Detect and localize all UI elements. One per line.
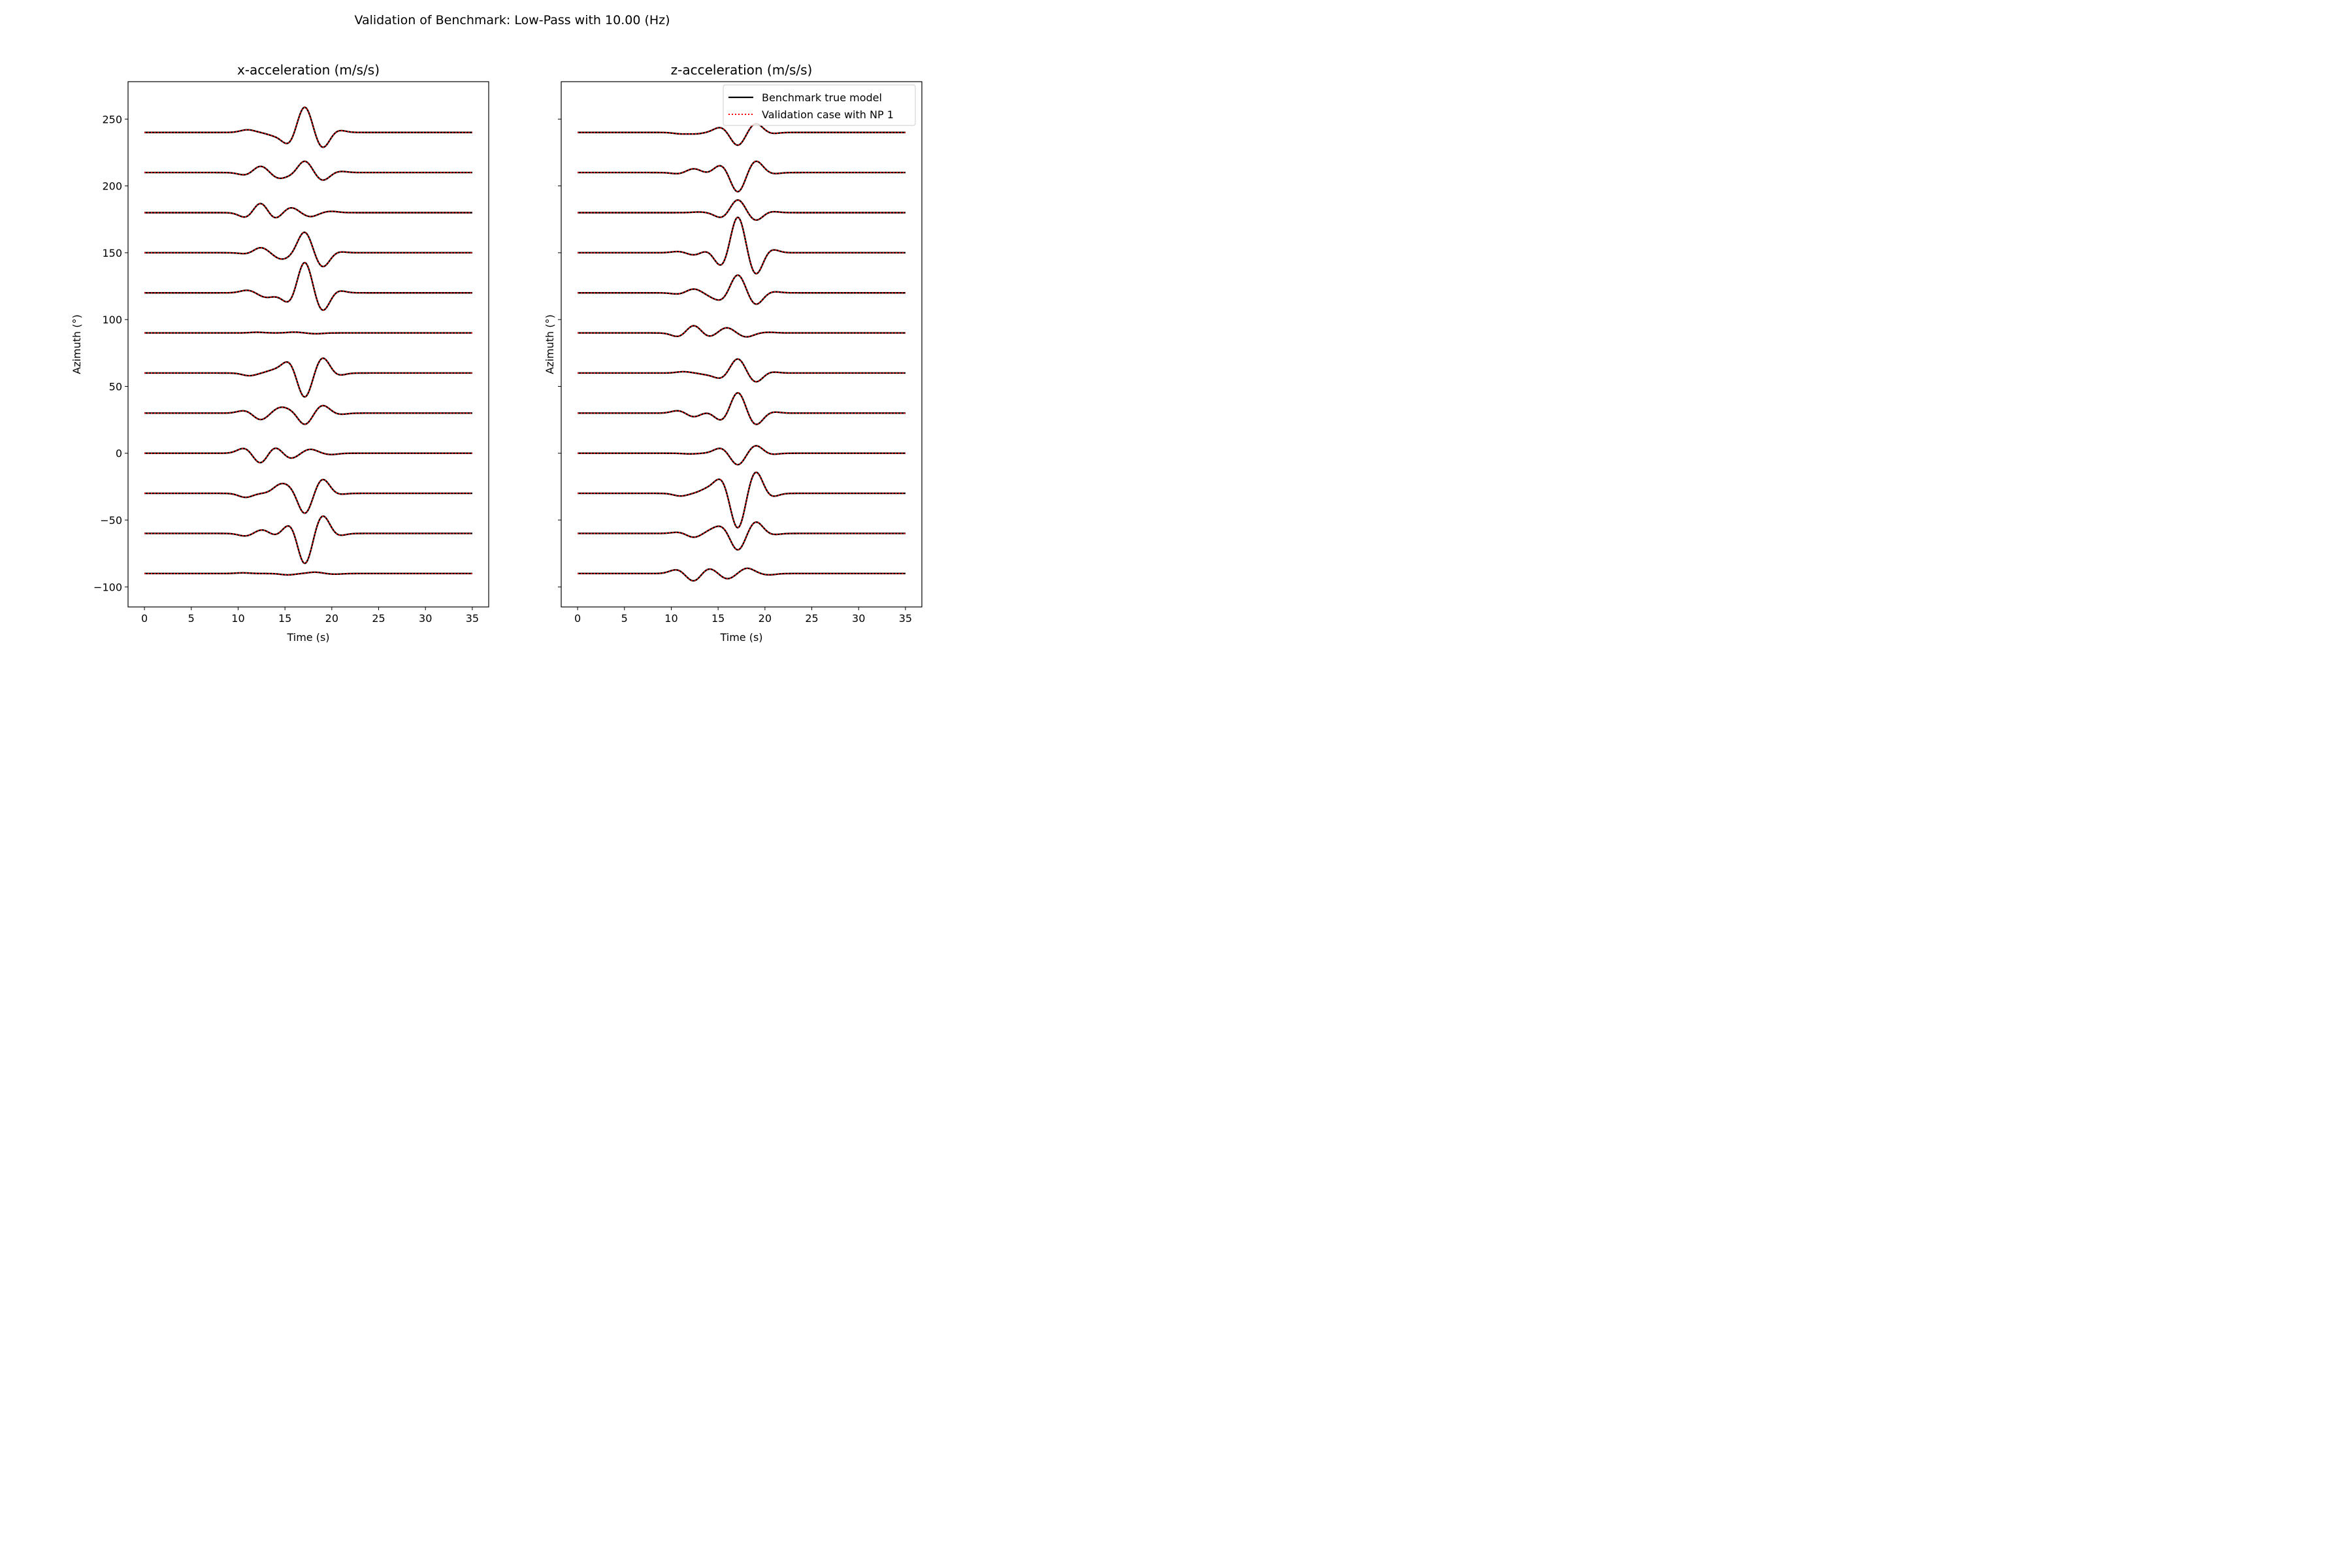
trace-z-az-180 [577,199,906,221]
ytick-label: 100 [102,314,122,326]
legend-label-benchmark: Benchmark true model [762,91,882,104]
xtick-label: 5 [621,612,628,625]
legend-box [723,84,916,126]
trace-validation-line [144,404,472,425]
trace-benchmark-line [577,521,906,551]
trace-benchmark-line [577,392,906,425]
trace-z-az-90 [577,325,906,338]
trace-z-az-150 [577,216,906,275]
trace-x-az--60 [144,515,473,564]
trace-validation-line [144,161,472,181]
trace-validation-line [578,567,906,581]
ylabel-z: Azimuth (°) [544,314,556,374]
ylabel-x: Azimuth (°) [71,314,83,374]
ytick-label: 50 [109,380,122,393]
trace-benchmark-line [577,445,906,466]
axes-frame-z [561,81,923,608]
trace-validation-line [578,216,906,274]
xtick-label: 5 [188,612,195,625]
ytick-label: 200 [102,180,122,193]
trace-benchmark-line [144,447,473,464]
axes-frame-x [127,81,489,608]
plot-area-z [577,123,906,582]
trace-x-az--30 [144,478,473,514]
ticks-x: 0 5 10 15 20 25 30 35 −100 −50 0 50 100 150 200 250 [93,113,479,625]
trace-x-az-240 [144,106,473,148]
trace-z-az-0 [577,445,906,466]
trace-benchmark-line [144,231,473,268]
panel-title-z: z-acceleration (m/s/s) [671,62,813,78]
trace-validation-line [578,472,906,529]
xtick-label: 35 [466,612,479,625]
trace-validation-line [144,331,472,335]
legend: Benchmark true model Validation case wit… [723,84,916,126]
plot-area-x [144,106,473,576]
xtick-label: 10 [231,612,244,625]
trace-x-az-120 [144,261,473,311]
xlabel-x: Time (s) [286,631,329,644]
xtick-label: 20 [325,612,338,625]
xlabel-z: Time (s) [719,631,762,644]
trace-x-az-30 [144,404,473,425]
trace-z-az-210 [577,160,906,193]
xtick-label: 35 [899,612,912,625]
ytick-label: −100 [93,581,122,593]
trace-x-az-90 [144,331,473,335]
trace-x-az-0 [144,447,473,464]
trace-z-az--30 [577,471,906,529]
ytick-label: −50 [100,514,122,527]
trace-validation-line [144,262,472,311]
legend-label-validation: Validation case with NP 1 [762,108,894,121]
xtick-label: 30 [852,612,865,625]
xtick-label: 0 [574,612,581,625]
trace-z-az--60 [577,521,906,551]
xtick-label: 10 [664,612,678,625]
trace-x-az-180 [144,203,473,219]
trace-z-az-120 [577,274,906,305]
trace-validation-line [144,479,472,514]
figure: Validation of Benchmark: Low-Pass with 1… [0,0,1012,675]
xtick-label: 25 [372,612,385,625]
trace-z-az-60 [577,358,906,383]
xtick-label: 0 [141,612,148,625]
trace-validation-line [144,106,472,148]
panel-title-x: x-acceleration (m/s/s) [237,62,380,78]
xtick-label: 30 [419,612,432,625]
ytick-label: 0 [116,448,122,460]
trace-validation-line [578,123,906,146]
trace-validation-line [578,358,906,383]
xtick-label: 15 [278,612,291,625]
ticks-z: 0 5 10 15 20 25 30 35 [558,118,912,625]
trace-validation-line [144,203,472,219]
trace-x-az-150 [144,231,473,268]
xtick-label: 15 [711,612,725,625]
ytick-label: 250 [102,113,122,125]
ytick-label: 150 [102,247,122,259]
xtick-label: 20 [759,612,772,625]
trace-benchmark-line [577,274,906,305]
trace-benchmark-line [577,325,906,338]
trace-validation-line [578,160,906,193]
trace-benchmark-line [144,357,473,398]
trace-x-az--90 [144,571,473,576]
trace-z-az--90 [577,567,906,582]
trace-x-az-60 [144,357,473,398]
trace-validation-line [578,199,906,221]
panel-x-acceleration: x-acceleration (m/s/s) Time (s) Azimuth … [71,62,489,644]
trace-z-az-240 [577,123,906,146]
trace-x-az-210 [144,160,473,181]
xtick-label: 25 [805,612,818,625]
trace-z-az-30 [577,392,906,425]
trace-validation-line [144,515,472,564]
panel-z-acceleration: z-acceleration (m/s/s) Time (s) Azimuth … [544,62,923,644]
trace-validation-line [144,571,472,576]
figure-title: Validation of Benchmark: Low-Pass with 1… [354,13,670,27]
